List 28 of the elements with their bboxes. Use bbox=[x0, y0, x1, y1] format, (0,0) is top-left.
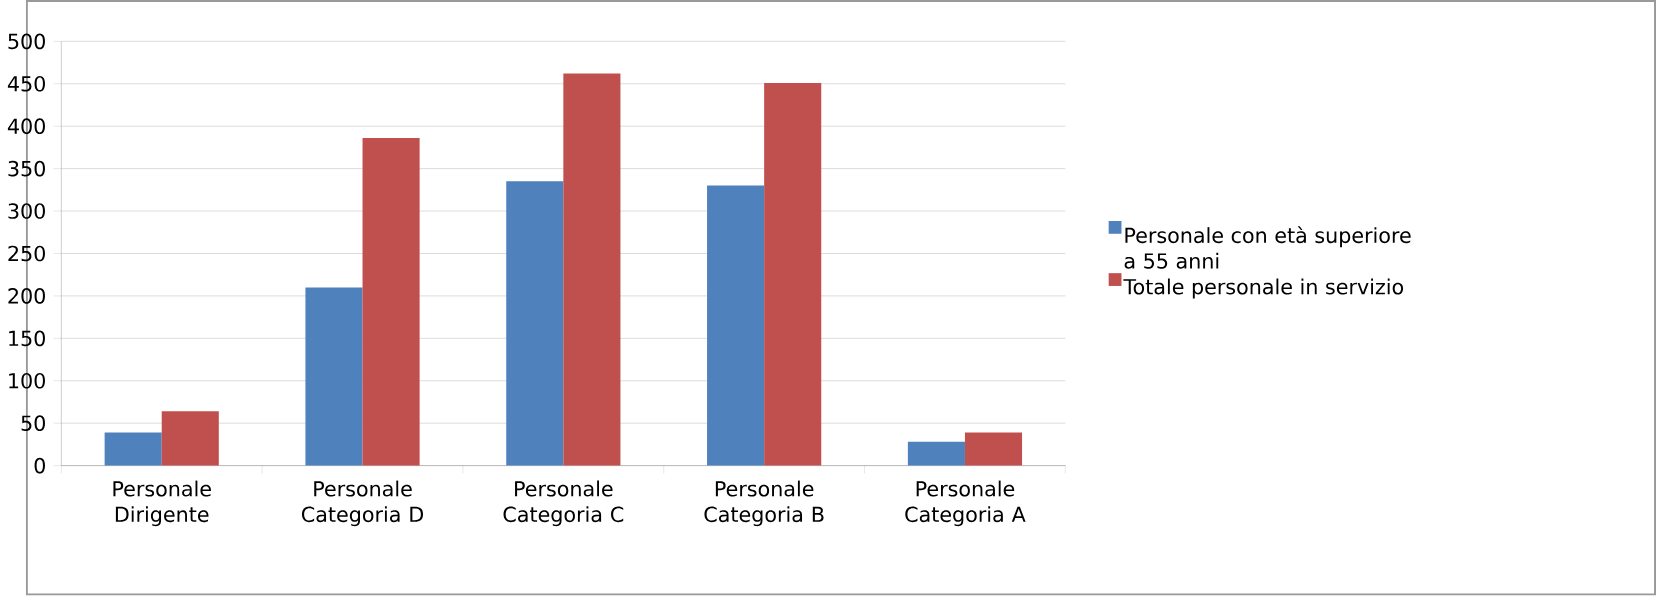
y-tick-label: 100 bbox=[9, 373, 45, 389]
bar bbox=[362, 138, 420, 466]
y-tick-label: 500 bbox=[8, 33, 45, 50]
bar bbox=[964, 432, 1023, 466]
y-tick-label: 50 bbox=[21, 415, 45, 432]
bar bbox=[707, 185, 765, 466]
y-tick-label: 450 bbox=[7, 76, 45, 92]
x-tick-label: Personale Categoria D bbox=[301, 480, 424, 527]
y-tick-label: 350 bbox=[8, 161, 45, 177]
bar bbox=[506, 181, 564, 466]
bar bbox=[161, 411, 219, 466]
y-tick-label: 0 bbox=[34, 458, 45, 474]
y-tick-label: 300 bbox=[8, 203, 45, 220]
legend-label: Personale con età superiore a 55 anni bbox=[1124, 226, 1411, 269]
y-tick-label: 150 bbox=[9, 330, 45, 347]
bar bbox=[305, 287, 363, 466]
y-tick-label: 400 bbox=[7, 118, 45, 135]
x-tick-label: Personale Categoria C bbox=[503, 480, 624, 527]
legend-label: Totale personale in servizio bbox=[1123, 278, 1404, 299]
x-tick-label: Personale Categoria B bbox=[704, 480, 824, 527]
bar bbox=[907, 442, 965, 466]
x-tick-label: Personale Categoria A bbox=[905, 480, 1026, 527]
x-tick-label: Personale Dirigente bbox=[113, 480, 211, 527]
y-tick-label: 250 bbox=[8, 245, 45, 262]
bar bbox=[764, 83, 822, 466]
bar bbox=[104, 432, 162, 466]
bar bbox=[563, 73, 621, 466]
y-tick-label: 200 bbox=[8, 288, 45, 304]
